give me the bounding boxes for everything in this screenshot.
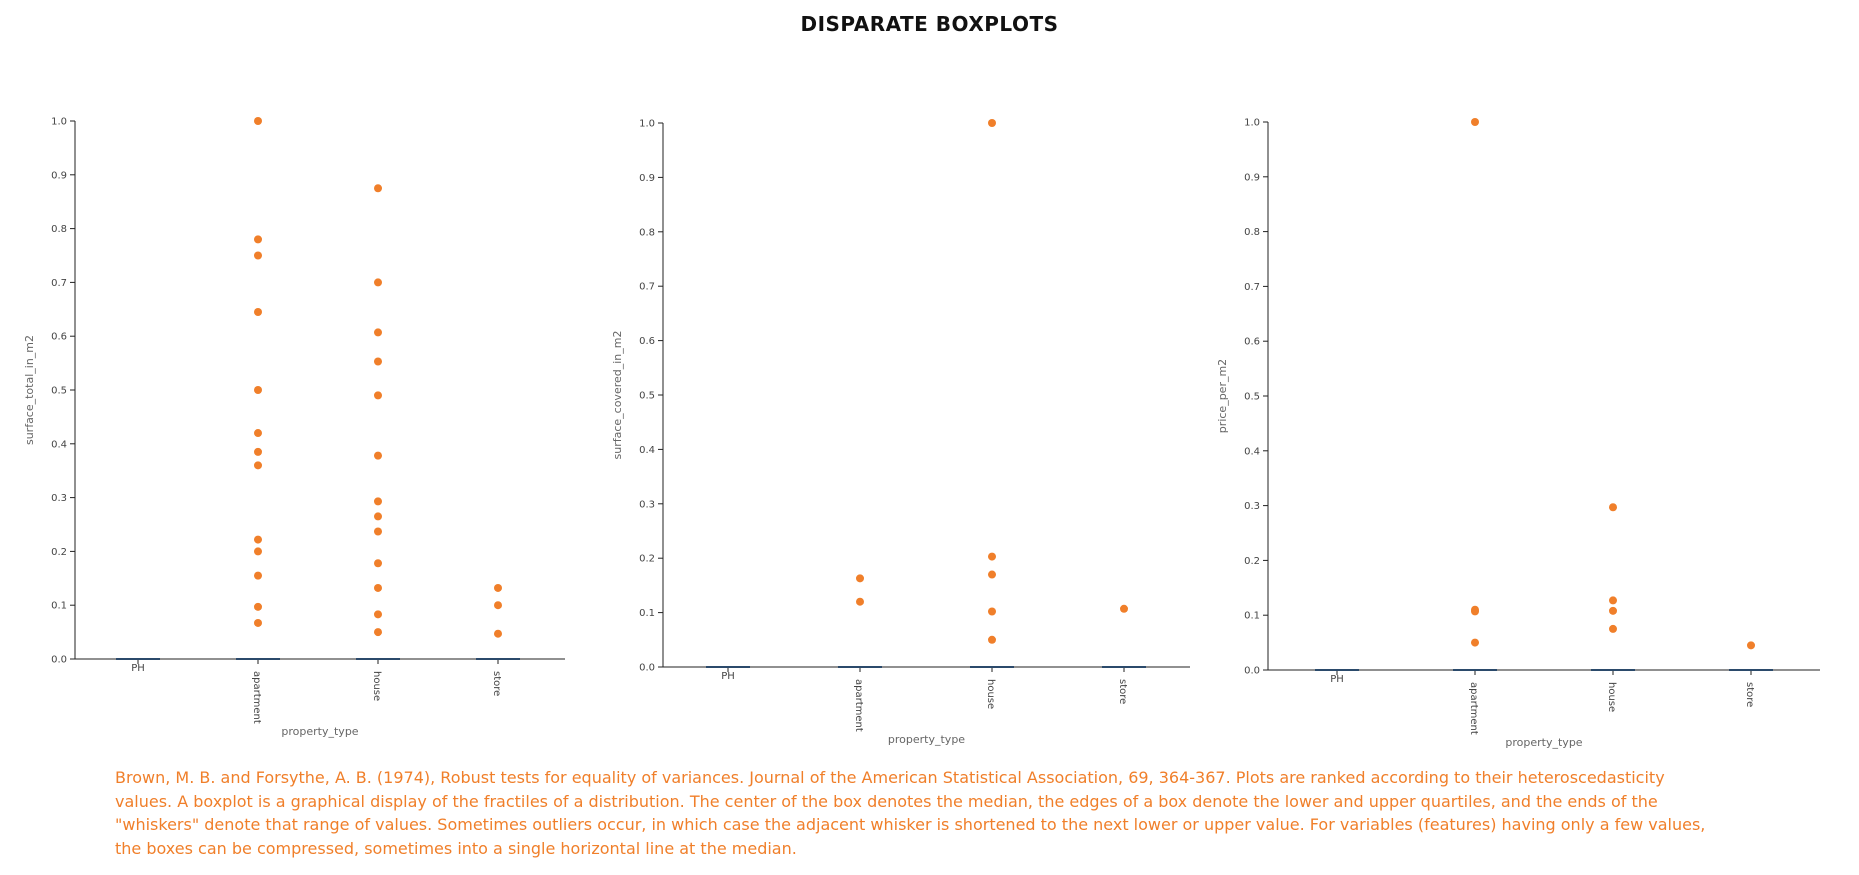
outlier-point-1 (374, 527, 382, 536)
x-tick-label-3: store (1744, 682, 1755, 707)
y-tick-label-3: 0.3 (1244, 501, 1260, 512)
y-tick-label-1: 0.0 (51, 655, 67, 666)
x-tick-label-2: apartment (853, 679, 864, 732)
y-tick-label-3: 0.1 (1244, 611, 1260, 622)
x-tick-label-1: house (371, 671, 382, 701)
outlier-point-1 (254, 535, 262, 544)
y-tick-label-1: 0.9 (51, 170, 67, 181)
boxplot-charts: 0.0 0.1 0.2 0.3 0.4 0.5 0.6 0.7 0.8 0.9 1.0 PH apart… (23, 117, 1820, 749)
outlier-point-2 (988, 552, 996, 561)
y-tick-label-2: 0.0 (639, 663, 655, 674)
y-tick-label-3: 0.4 (1244, 446, 1260, 457)
y-axis-title-1: surface_total_in_m2 (23, 335, 36, 445)
outlier-point-1 (254, 447, 262, 456)
y-tick-label-2: 0.6 (639, 336, 655, 347)
outlier-point-2 (988, 635, 996, 644)
y-tick-label-1: 1.0 (51, 117, 67, 128)
x-tick-label-1: PH (131, 663, 145, 674)
outlier-point-1 (374, 391, 382, 400)
y-tick-label-2: 0.4 (639, 445, 655, 456)
outlier-point-1 (374, 328, 382, 337)
outlier-point-1 (374, 512, 382, 521)
y-axis-title-3: price_per_m2 (1216, 359, 1229, 433)
outlier-point-2 (1120, 604, 1128, 613)
outlier-point-1 (374, 628, 382, 637)
y-tick-label-3: 0.9 (1244, 172, 1260, 183)
y-tick-label-3: 1.0 (1244, 118, 1260, 129)
outlier-point-2 (856, 597, 864, 606)
outlier-point-3 (1609, 503, 1617, 512)
y-tick-label-2: 0.9 (639, 173, 655, 184)
outlier-point-1 (494, 583, 502, 592)
outlier-point-1 (374, 610, 382, 619)
outlier-point-1 (494, 629, 502, 638)
x-tick-label-3: PH (1330, 674, 1344, 685)
outlier-point-1 (254, 571, 262, 580)
x-axis-title-1: property_type (281, 725, 358, 738)
outlier-point-1 (374, 497, 382, 506)
x-tick-label-2: store (1117, 679, 1128, 704)
outlier-point-1 (374, 559, 382, 568)
y-tick-label-1: 0.5 (51, 386, 67, 397)
outlier-point-1 (254, 602, 262, 611)
y-tick-label-2: 0.8 (639, 227, 655, 238)
y-tick-label-1: 0.1 (51, 601, 67, 612)
outlier-point-3 (1471, 638, 1479, 647)
outlier-point-3 (1609, 624, 1617, 633)
x-tick-label-3: apartment (1468, 682, 1479, 735)
outlier-point-3 (1471, 607, 1479, 616)
y-tick-label-1: 0.8 (51, 224, 67, 235)
outlier-point-1 (254, 235, 262, 244)
x-axis-title-2: property_type (888, 733, 965, 746)
outlier-point-2 (988, 119, 996, 127)
outlier-point-1 (254, 461, 262, 470)
caption-text: Brown, M. B. and Forsythe, A. B. (1974),… (115, 768, 1706, 858)
outlier-point-1 (254, 386, 262, 394)
outlier-point-3 (1609, 596, 1617, 605)
y-tick-label-3: 0.5 (1244, 392, 1260, 403)
y-tick-label-1: 0.2 (51, 547, 67, 558)
y-tick-label-2: 0.5 (639, 391, 655, 402)
outlier-point-3 (1747, 641, 1755, 650)
outlier-point-1 (254, 251, 262, 260)
y-tick-label-3: 0.2 (1244, 556, 1260, 567)
x-tick-label-2: house (985, 679, 996, 709)
outlier-point-1 (374, 278, 382, 287)
outlier-point-2 (988, 570, 996, 579)
page-title: DISPARATE BOXPLOTS (800, 12, 1059, 36)
y-tick-label-1: 0.4 (51, 439, 67, 450)
x-axis-title-3: property_type (1505, 736, 1582, 749)
outlier-point-1 (254, 429, 262, 438)
outlier-point-2 (856, 574, 864, 583)
outlier-point-3 (1609, 606, 1617, 615)
outlier-point-3 (1471, 118, 1479, 126)
x-tick-label-1: apartment (251, 671, 262, 724)
outlier-point-1 (254, 618, 262, 627)
y-tick-label-2: 0.7 (639, 282, 655, 293)
y-tick-label-2: 0.3 (639, 499, 655, 510)
y-tick-label-2: 1.0 (639, 119, 655, 130)
x-tick-label-1: store (491, 671, 502, 696)
y-tick-label-2: 0.1 (639, 608, 655, 619)
y-tick-label-2: 0.2 (639, 554, 655, 565)
outlier-point-1 (374, 451, 382, 460)
y-axis-title-2: surface_covered_in_m2 (611, 331, 624, 460)
x-tick-label-3: house (1606, 682, 1617, 712)
y-tick-label-1: 0.3 (51, 493, 67, 504)
outlier-point-1 (374, 184, 382, 193)
outlier-point-1 (494, 601, 502, 610)
outlier-point-1 (374, 357, 382, 366)
y-tick-label-1: 0.6 (51, 332, 67, 343)
outlier-point-1 (254, 547, 262, 556)
outlier-point-2 (988, 607, 996, 616)
y-tick-label-3: 0.8 (1244, 227, 1260, 238)
outlier-point-1 (254, 117, 262, 125)
y-tick-label-3: 0.6 (1244, 337, 1260, 348)
outlier-point-1 (374, 583, 382, 592)
outlier-point-1 (254, 307, 262, 316)
y-tick-label-3: 0.0 (1244, 666, 1260, 677)
x-tick-label-2: PH (721, 671, 735, 682)
y-tick-label-3: 0.7 (1244, 282, 1260, 293)
y-tick-label-1: 0.7 (51, 278, 67, 289)
